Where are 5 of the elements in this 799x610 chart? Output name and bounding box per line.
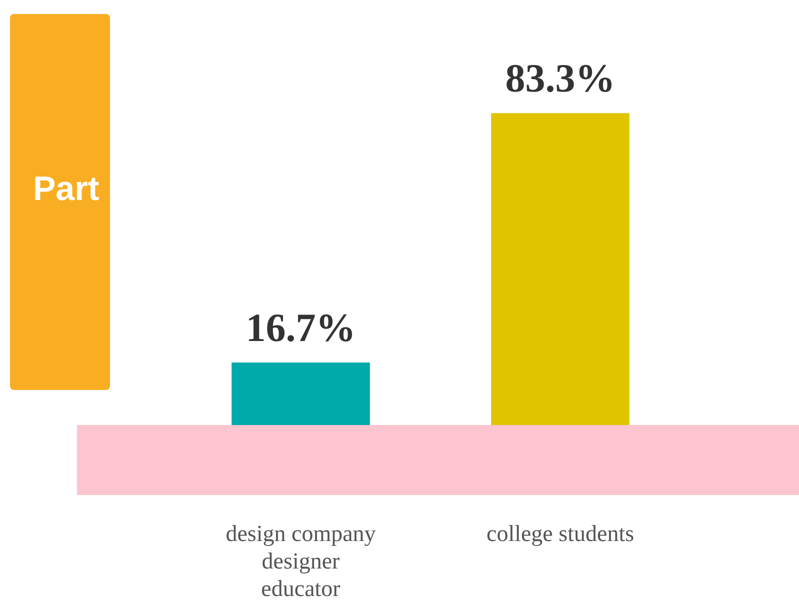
side-block: Part [10,14,110,390]
x-tick-label: design company designer educator [226,520,376,602]
data-label: 83.3% [505,55,616,100]
data-label: 16.7% [246,304,356,350]
x-tick-label: college students [486,520,634,546]
